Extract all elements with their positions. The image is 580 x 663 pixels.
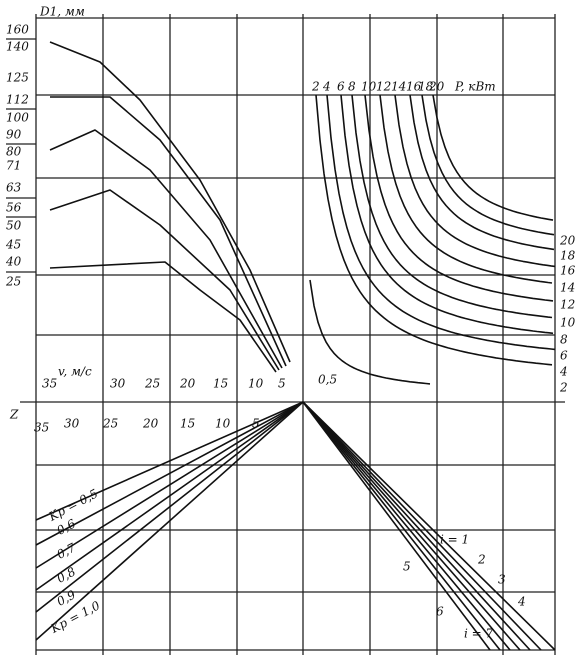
v-tick: 25 bbox=[144, 377, 160, 391]
power-curve bbox=[394, 94, 556, 268]
power-tick: 12 bbox=[376, 80, 391, 94]
grid bbox=[20, 14, 565, 655]
v-tick: 5 bbox=[278, 377, 286, 391]
power-curve bbox=[379, 94, 553, 284]
power-tick: 6 bbox=[337, 80, 345, 94]
d-tick: 100 bbox=[6, 111, 29, 125]
power-tick: 8 bbox=[348, 80, 356, 94]
power-right-tick: 14 bbox=[560, 281, 575, 295]
d-tick: 40 bbox=[5, 255, 22, 269]
power-right-tick: 6 bbox=[560, 349, 568, 363]
v-tick: 15 bbox=[213, 377, 228, 391]
power-curve bbox=[421, 94, 555, 236]
power-right-tick: 10 bbox=[560, 316, 576, 330]
d-tick: 112 bbox=[6, 93, 29, 107]
d-axis-label: D1, мм bbox=[39, 5, 85, 19]
power-tick: 20 bbox=[428, 80, 445, 94]
v-tick: 10 bbox=[248, 377, 264, 391]
i-line bbox=[302, 401, 511, 651]
i-label: 5 bbox=[403, 560, 411, 574]
power-tick: 14 bbox=[391, 80, 406, 94]
power-curve bbox=[326, 94, 556, 351]
power-right-tick: 4 bbox=[559, 365, 568, 379]
diameter-curve bbox=[49, 261, 277, 373]
diameter-curve bbox=[50, 96, 287, 367]
i-line bbox=[302, 401, 501, 651]
d-tick: 50 bbox=[6, 219, 22, 233]
power-right-tick: 18 bbox=[560, 249, 576, 263]
i-line bbox=[302, 401, 491, 651]
power-right-tick: 12 bbox=[560, 298, 575, 312]
power-right-tick: 2 bbox=[559, 381, 568, 395]
d-tick: 90 bbox=[6, 128, 22, 142]
i-label: 6 bbox=[436, 605, 444, 619]
z-tick: 25 bbox=[102, 417, 118, 431]
power-curve bbox=[409, 94, 555, 251]
power-tick: 10 bbox=[361, 80, 377, 94]
diameter-curve bbox=[49, 189, 280, 371]
i-label: 2 bbox=[477, 553, 486, 567]
low-curve-label: 0,5 bbox=[318, 373, 337, 387]
z-tick: 20 bbox=[142, 417, 159, 431]
kp-label: Kp = 0,5 bbox=[46, 486, 101, 524]
kp-label: Kp = 1,0 bbox=[48, 598, 103, 636]
kp-line bbox=[35, 401, 304, 641]
d-tick: 63 bbox=[6, 181, 22, 195]
d-tick: 140 bbox=[6, 40, 29, 54]
d-tick: 71 bbox=[6, 159, 21, 173]
power-label: P, кВт bbox=[454, 80, 496, 94]
z-tick: 10 bbox=[215, 417, 231, 431]
d-tick: 45 bbox=[5, 238, 21, 252]
d-tick: 160 bbox=[6, 23, 29, 37]
kp-line bbox=[35, 401, 304, 521]
power-curve bbox=[351, 94, 553, 319]
i-label: i = 1 bbox=[440, 533, 469, 547]
z-tick: 35 bbox=[34, 421, 49, 435]
kp-line bbox=[35, 401, 304, 591]
kp-line bbox=[35, 401, 304, 613]
i-line bbox=[302, 401, 531, 651]
power-tick: 2 bbox=[311, 80, 320, 94]
power-tick: 16 bbox=[406, 80, 422, 94]
i-line bbox=[302, 401, 542, 651]
i-line bbox=[302, 401, 521, 651]
power-curve bbox=[315, 94, 553, 366]
i-line bbox=[302, 401, 556, 651]
diameter-curve bbox=[49, 41, 291, 363]
i-label: 4 bbox=[517, 595, 526, 609]
power-curve bbox=[432, 94, 554, 221]
power-right-tick: 16 bbox=[560, 264, 576, 278]
power-right-tick: 8 bbox=[560, 333, 568, 347]
diameter-curve bbox=[49, 129, 283, 369]
i-label: i = 7 bbox=[464, 627, 494, 641]
kp-line bbox=[35, 401, 304, 569]
d-tick: 80 bbox=[6, 145, 22, 159]
v-axis-label: v, м/с bbox=[58, 365, 92, 379]
v-tick: 20 bbox=[179, 377, 196, 391]
labels: D1, мм 160 140 125 112 100 90 80 71 63 5… bbox=[5, 5, 496, 422]
z-tick: 30 bbox=[64, 417, 80, 431]
power-curve bbox=[364, 94, 554, 302]
power-right-tick: 20 bbox=[559, 234, 576, 248]
power-curve bbox=[340, 94, 554, 335]
i-label: 3 bbox=[498, 573, 506, 587]
v-tick: 30 bbox=[110, 377, 126, 391]
d-tick: 125 bbox=[6, 71, 29, 85]
power-tick: 4 bbox=[322, 80, 331, 94]
d-tick: 56 bbox=[6, 201, 22, 215]
z-axis-label: Z bbox=[9, 408, 19, 422]
power-tick: 18 bbox=[418, 80, 434, 94]
d-tick: 25 bbox=[5, 275, 21, 289]
kp-line bbox=[35, 401, 304, 546]
z-tick: 15 bbox=[180, 417, 195, 431]
power-curve bbox=[309, 279, 431, 385]
v-tick: 35 bbox=[42, 377, 57, 391]
